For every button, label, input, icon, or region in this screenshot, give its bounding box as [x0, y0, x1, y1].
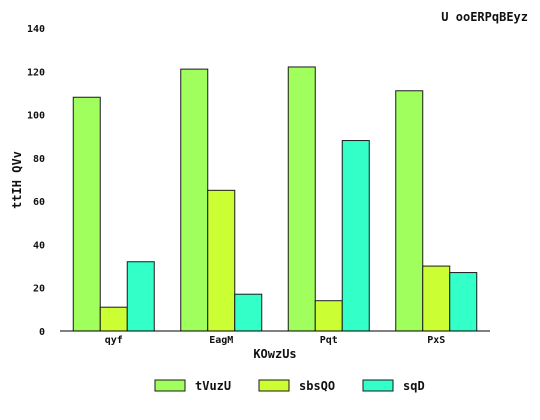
x-tick-label: EagM	[209, 335, 233, 346]
x-tick-labels-group: qyf EagM Pqt PxS	[105, 335, 446, 346]
bar-sbsQO-EagM	[208, 190, 235, 331]
bar-tVuzU-Pqt	[288, 67, 315, 331]
y-axis-title: ttIH QVv	[10, 151, 24, 209]
legend-label: sbsQO	[299, 379, 335, 393]
y-tick-label: 60	[33, 197, 45, 208]
y-tick-label: 20	[33, 284, 45, 295]
bar-sbsQO-qyf	[100, 307, 127, 331]
bar-sqD-qyf	[127, 262, 154, 331]
legend: tVuzU sbsQO sqD	[155, 379, 425, 393]
bar-tVuzU-EagM	[181, 69, 208, 331]
bar-sqD-Pqt	[342, 141, 369, 331]
x-tick-label: Pqt	[320, 335, 338, 346]
bar-sbsQO-PxS	[423, 266, 450, 331]
legend-label: sqD	[403, 379, 425, 393]
legend-swatch-sbsQO	[259, 380, 289, 391]
y-tick-label: 140	[27, 24, 45, 35]
y-tick-label: 40	[33, 240, 45, 251]
bar-sqD-EagM	[235, 294, 262, 331]
chart-title: U ooERPqBEyz	[441, 10, 528, 24]
bar-sqD-PxS	[450, 273, 477, 331]
y-tick-label: 80	[33, 154, 45, 165]
bar-sbsQO-Pqt	[315, 301, 342, 331]
x-tick-label: PxS	[427, 335, 445, 346]
bar-tVuzU-PxS	[396, 91, 423, 331]
x-axis-title: KOwzUs	[253, 347, 296, 361]
y-tick-label: 100	[27, 111, 45, 122]
y-tick-label: 0	[39, 327, 45, 338]
bars-group	[73, 67, 477, 331]
legend-swatch-sqD	[363, 380, 393, 391]
bar-tVuzU-qyf	[73, 97, 100, 331]
legend-swatch-tVuzU	[155, 380, 185, 391]
y-ticks-group: 0 20 40 60 80 100 120 140	[27, 24, 45, 338]
x-tick-label: qyf	[105, 335, 123, 346]
y-tick-label: 120	[27, 67, 45, 78]
legend-label: tVuzU	[195, 379, 231, 393]
